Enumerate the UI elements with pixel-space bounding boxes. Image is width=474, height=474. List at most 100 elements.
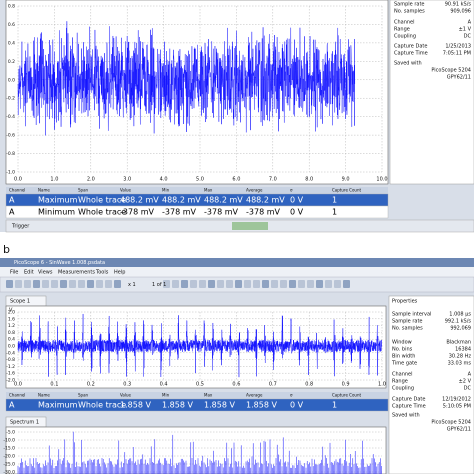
toolbar-icon[interactable] (343, 280, 350, 288)
table-cell: 1 (332, 401, 337, 410)
toolbar-icon[interactable] (316, 280, 323, 288)
column-header: Name (38, 188, 50, 193)
toolbar-icon[interactable] (24, 280, 31, 288)
property-label: Sample interval (392, 312, 431, 318)
toolbar-icon[interactable] (105, 280, 112, 288)
toolbar-icon[interactable] (181, 280, 188, 288)
menu-item: Views (38, 270, 53, 276)
property-value: A (468, 20, 472, 26)
toolbar-icon[interactable] (226, 280, 233, 288)
toolbar-icon[interactable] (298, 280, 305, 288)
property-value: ±1 V (459, 27, 472, 33)
property-label: Capture Time (394, 51, 428, 57)
x-tick-label: 6.0 (232, 177, 240, 183)
toolbar-icon[interactable] (60, 280, 67, 288)
property-label: Channel (392, 372, 413, 378)
y-tick-label: -1.6 (6, 371, 15, 377)
property-label: Range (392, 379, 408, 385)
table-cell: 1 (332, 208, 337, 217)
menu-item: Edit (24, 270, 34, 276)
property-label: Time gate (391, 361, 417, 367)
column-header: Min (162, 188, 170, 193)
column-header: Capture Count (332, 188, 361, 193)
table-cell: 1.858 V (204, 401, 235, 410)
y-tick-label: 0.8 (8, 4, 15, 10)
toolbar-icon[interactable] (96, 280, 103, 288)
toolbar-icon[interactable] (15, 280, 22, 288)
column-header: Max (204, 393, 213, 398)
column-header: Min (162, 393, 170, 398)
property-value: ±2 V (459, 379, 472, 385)
toolbar-icon[interactable] (235, 280, 242, 288)
toolbar-icon[interactable] (42, 280, 49, 288)
toolbar-icon[interactable] (244, 280, 251, 288)
menu-item: File (10, 270, 18, 276)
property-value: 16384 (455, 347, 471, 353)
toolbar-icon[interactable] (325, 280, 332, 288)
toolbar-icon[interactable] (78, 280, 85, 288)
toolbar-icon[interactable] (69, 280, 76, 288)
y-tick-label: -20.0 (3, 454, 15, 460)
toolbar-icon[interactable] (172, 280, 179, 288)
toolbar-icon[interactable] (33, 280, 40, 288)
property-value: A (468, 372, 472, 378)
y-tick-label: -0.4 (6, 350, 15, 356)
toolbar-icon[interactable] (114, 280, 121, 288)
tab-label: Scope 1 (10, 299, 30, 305)
toolbar-icon[interactable] (87, 280, 94, 288)
column-header: Channel (9, 393, 25, 398)
property-label: Capture Date (394, 44, 427, 50)
y-tick-label: -10.0 (3, 438, 15, 444)
column-header: Value (120, 393, 132, 398)
x-tick-label: 0.7 (269, 382, 277, 388)
trigger-icons (232, 222, 268, 230)
toolbar-icon[interactable] (190, 280, 197, 288)
table-cell: 0 V (290, 208, 304, 217)
table-row[interactable] (5, 398, 389, 412)
toolbar-icon[interactable] (280, 280, 287, 288)
y-tick-label: -15.0 (3, 446, 15, 452)
property-label: Sample rate (394, 2, 425, 8)
page-label: 1 of 1 (152, 282, 166, 288)
toolbar-icon[interactable] (6, 280, 13, 288)
y-tick-label: -0.8 (6, 357, 15, 363)
property-label: No. samples (394, 9, 425, 15)
table-row[interactable] (5, 205, 389, 219)
x-tick-label: 0.8 (305, 382, 313, 388)
property-value: DC (464, 34, 472, 40)
toolbar-icon[interactable] (208, 280, 215, 288)
property-value: 33.03 ms (448, 361, 472, 367)
y-tick-label: -0.8 (6, 151, 15, 157)
toolbar-icon[interactable] (253, 280, 260, 288)
toolbar-icon[interactable] (51, 280, 58, 288)
table-cell: 488.2 mV (246, 196, 285, 205)
property-label: Channel (394, 20, 415, 26)
zoom-label: x 1 (128, 282, 136, 288)
table-cell: 1.858 V (120, 401, 151, 410)
y-tick-label: -1.0 (6, 170, 15, 176)
property-label: Sample rate (392, 319, 423, 325)
toolbar-icon[interactable] (271, 280, 278, 288)
table-cell: 1.858 V (162, 401, 193, 410)
property-value: 992,069 (450, 326, 471, 332)
content: 0.80.60.40.20.0-0.2-0.4-0.6-0.8-1.00.0 1.… (3, 2, 472, 474)
menu-item: Tools (95, 270, 109, 276)
table-cell: 488.2 mV (120, 196, 159, 205)
table-cell: A (9, 401, 15, 410)
toolbar-icon[interactable] (217, 280, 224, 288)
column-header: Channel (9, 188, 25, 193)
property-label: Range (394, 27, 410, 33)
property-value: GPY62/11 (447, 427, 471, 433)
toolbar-icon[interactable] (262, 280, 269, 288)
y-tick-label: 2.0 (8, 310, 15, 316)
toolbar-icon[interactable] (307, 280, 314, 288)
toolbar-icon[interactable] (163, 280, 170, 288)
toolbar-icon[interactable] (199, 280, 206, 288)
y-tick-label: 0.0 (8, 77, 15, 83)
toolbar-icon[interactable] (289, 280, 296, 288)
x-tick-label: 0.3 (123, 382, 131, 388)
toolbar-icon[interactable] (334, 280, 341, 288)
table-cell: Maximum (38, 196, 78, 205)
column-header: σ (290, 393, 293, 398)
table-cell: Minimum (38, 208, 75, 217)
